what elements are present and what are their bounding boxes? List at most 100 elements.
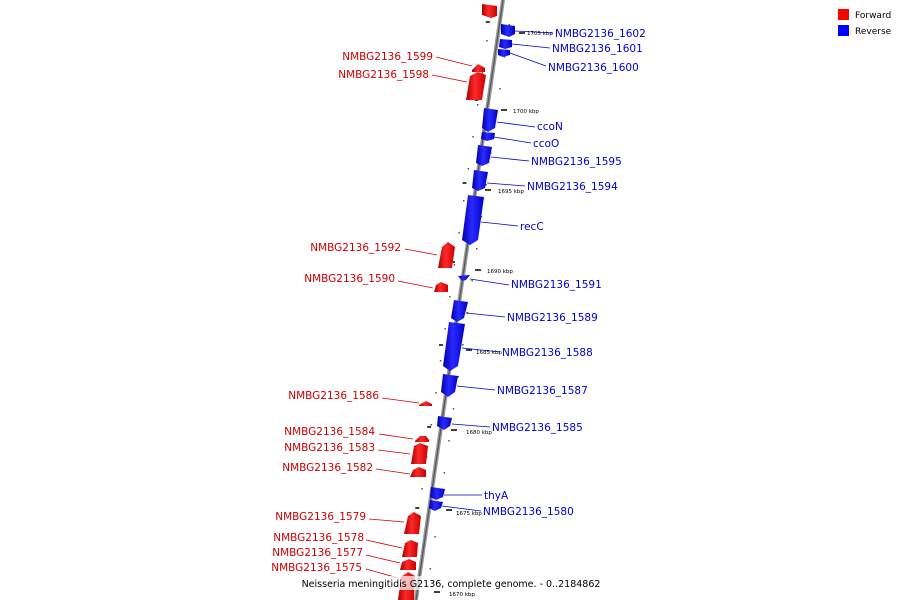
minor-tick xyxy=(476,248,478,250)
tick-1700: 1700 kbp xyxy=(501,109,539,115)
gene-label-NMBG2136_1587: NMBG2136_1587 xyxy=(497,385,588,397)
gene-label-NMBG2136_1588: NMBG2136_1588 xyxy=(502,347,593,359)
gene-partial-forward[interactable] xyxy=(482,4,497,18)
tick-1675: 1675 kbp xyxy=(446,509,482,517)
gene-label-NMBG2136_1585: NMBG2136_1585 xyxy=(492,422,583,434)
gene-label-NMBG2136_1595: NMBG2136_1595 xyxy=(531,156,622,168)
svg-text:1690 kbp: 1690 kbp xyxy=(487,269,513,275)
svg-text:1670 kbp: 1670 kbp xyxy=(449,592,475,598)
legend: Forward Reverse xyxy=(838,9,892,37)
minor-tick xyxy=(503,56,506,58)
gene-label-NMBG2136_1598: NMBG2136_1598 xyxy=(338,69,429,81)
gene-NMBG2136_1578[interactable]: NMBG2136_1578 xyxy=(273,532,418,557)
gene-label-NMBG2136_1591: NMBG2136_1591 xyxy=(511,279,602,291)
gene-label-NMBG2136_1580: NMBG2136_1580 xyxy=(483,506,574,518)
legend-reverse-swatch xyxy=(838,25,849,36)
gene-label-NMBG2136_1590: NMBG2136_1590 xyxy=(304,273,395,285)
gene-NMBG2136_1585[interactable]: NMBG2136_1585 xyxy=(437,416,583,434)
gene-NMBG2136_1599[interactable]: NMBG2136_1599 xyxy=(342,51,485,72)
minor-tick xyxy=(471,280,473,282)
gene-track: NMBG2136_1602 NMBG2136_1601 NMBG2136_160… xyxy=(271,4,646,600)
minor-tick xyxy=(434,536,436,538)
gene-NMBG2136_1586[interactable]: NMBG2136_1586 xyxy=(288,390,432,406)
gene-NMBG2136_1598[interactable]: NMBG2136_1598 xyxy=(338,69,486,100)
svg-text:1700 kbp: 1700 kbp xyxy=(513,109,539,115)
minor-tick xyxy=(486,40,488,42)
gene-NMBG2136_1588[interactable]: NMBG2136_1588 xyxy=(443,322,593,371)
gene-NMBG2136_1590[interactable]: NMBG2136_1590 xyxy=(304,273,448,292)
legend-reverse-label: Reverse xyxy=(855,27,892,37)
gene-label-ccoN: ccoN xyxy=(537,121,563,133)
tick-1695: 1695 kbp xyxy=(485,189,524,195)
gene-label-NMBG2136_1575: NMBG2136_1575 xyxy=(271,562,362,574)
gene-label-NMBG2136_1592: NMBG2136_1592 xyxy=(310,242,401,254)
caption-text: Neisseria meningitidis G2136, complete g… xyxy=(302,579,601,590)
gene-label-NMBG2136_1601: NMBG2136_1601 xyxy=(552,43,643,55)
gene-label-NMBG2136_1582: NMBG2136_1582 xyxy=(282,462,373,474)
gene-recC[interactable]: recC xyxy=(462,195,544,245)
gene-NMBG2136_1583[interactable]: NMBG2136_1583 xyxy=(284,442,428,464)
gene-NMBG2136_1582[interactable]: NMBG2136_1582 xyxy=(282,462,426,477)
gene-label-NMBG2136_1602: NMBG2136_1602 xyxy=(555,28,646,40)
gene-NMBG2136_1601[interactable]: NMBG2136_1601 xyxy=(499,39,643,55)
gene-label-NMBG2136_1579: NMBG2136_1579 xyxy=(275,511,366,523)
gene-ccoN[interactable]: ccoN xyxy=(482,108,563,133)
gene-NMBG2136_1594[interactable]: NMBG2136_1594 xyxy=(472,170,618,193)
gene-label-NMBG2136_1594: NMBG2136_1594 xyxy=(527,181,618,193)
genome-caption: Neisseria meningitidis G2136, complete g… xyxy=(300,576,602,590)
minor-tick xyxy=(481,72,484,74)
tick-1680: 1680 kbp xyxy=(451,429,492,436)
tick-1685: 1685 kbp xyxy=(466,349,502,356)
legend-forward-label: Forward xyxy=(855,11,891,21)
minor-tick xyxy=(466,312,469,314)
minor-tick xyxy=(448,440,450,442)
svg-text:1680 kbp: 1680 kbp xyxy=(466,430,492,436)
gene-label-NMBG2136_1586: NMBG2136_1586 xyxy=(288,390,379,402)
legend-forward-swatch xyxy=(838,9,849,20)
gene-ccoO[interactable]: ccoO xyxy=(481,132,559,150)
gene-NMBG2136_1584[interactable]: NMBG2136_1584 xyxy=(284,426,429,442)
gene-label-recC: recC xyxy=(520,221,544,233)
gene-NMBG2136_1600[interactable]: NMBG2136_1600 xyxy=(498,49,639,74)
minor-tick xyxy=(430,424,432,426)
scale-ticks: 1705 kbp 1700 kbp 1695 kbp 1690 kbp 1685… xyxy=(434,31,553,598)
gene-NMBG2136_1577[interactable]: NMBG2136_1577 xyxy=(272,547,416,570)
minor-tick xyxy=(429,568,432,570)
gene-label-thyA: thyA xyxy=(484,490,509,502)
gene-label-NMBG2136_1577: NMBG2136_1577 xyxy=(272,547,363,559)
minor-tick xyxy=(443,472,446,474)
gene-label-NMBG2136_1583: NMBG2136_1583 xyxy=(284,442,375,454)
gene-label-NMBG2136_1578: NMBG2136_1578 xyxy=(273,532,364,544)
minor-tick xyxy=(463,200,465,202)
gene-NMBG2136_1602[interactable]: NMBG2136_1602 xyxy=(501,24,646,40)
minor-tick xyxy=(485,184,487,186)
minor-tick xyxy=(452,408,455,410)
tick-1690: 1690 kbp xyxy=(475,269,513,275)
gene-label-NMBG2136_1589: NMBG2136_1589 xyxy=(507,312,598,324)
gene-NMBG2136_1592[interactable]: NMBG2136_1592 xyxy=(310,242,455,268)
gene-NMBG2136_1587[interactable]: NMBG2136_1587 xyxy=(441,374,588,397)
gene-NMBG2136_1579[interactable]: NMBG2136_1579 xyxy=(275,511,421,534)
minor-tick xyxy=(444,328,446,330)
minor-tick xyxy=(458,232,460,234)
tick-1670: 1670 kbp xyxy=(434,591,475,598)
gene-NMBG2136_1580[interactable]: NMBG2136_1580 xyxy=(429,500,574,518)
svg-text:1695 kbp: 1695 kbp xyxy=(498,189,524,195)
gene-thyA[interactable]: thyA xyxy=(430,487,509,502)
minor-tick xyxy=(467,168,470,170)
minor-tick xyxy=(449,296,451,298)
gene-NMBG2136_1591[interactable]: NMBG2136_1591 xyxy=(458,275,602,291)
gene-label-NMBG2136_1584: NMBG2136_1584 xyxy=(284,426,375,438)
tick-1705: 1705 kbp xyxy=(519,31,553,37)
gene-label-ccoO: ccoO xyxy=(533,138,559,150)
minor-tick xyxy=(435,392,437,394)
gene-NMBG2136_1589[interactable]: NMBG2136_1589 xyxy=(451,300,598,324)
minor-tick xyxy=(472,136,474,138)
backbone xyxy=(414,0,505,600)
minor-tick xyxy=(462,344,464,346)
minor-tick xyxy=(453,264,456,266)
minor-tick xyxy=(476,104,479,106)
svg-text:1675 kbp: 1675 kbp xyxy=(456,511,482,517)
gene-NMBG2136_1595[interactable]: NMBG2136_1595 xyxy=(476,145,622,168)
